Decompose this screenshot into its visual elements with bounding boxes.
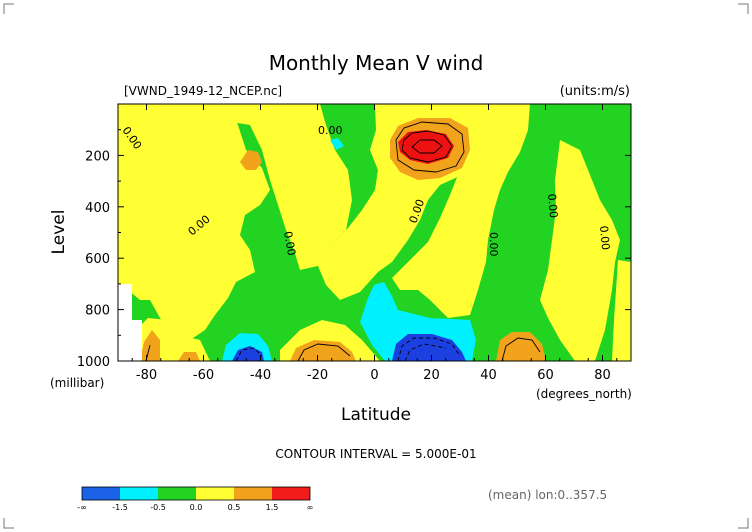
colorbar-frame [81, 486, 311, 501]
missing-data-patch-2 [132, 320, 142, 361]
y-axis: 200 400 600 800 1000 [77, 129, 631, 370]
colorbar-swatch [120, 487, 158, 500]
file-label: [VWND_1949-12_NCEP.nc] [124, 84, 282, 98]
y-tick-label: 200 [85, 149, 110, 164]
colorbar-swatch [196, 487, 234, 500]
colorbar-swatch [272, 487, 310, 500]
footer-label: (mean) lon:0..357.5 [488, 488, 607, 502]
yellow-region-north [392, 104, 530, 318]
yellow-region-north-2 [540, 140, 620, 361]
colorbar-label: -∞ [77, 503, 87, 512]
orange-region-south-surface [290, 340, 356, 361]
colorbar-swatch [82, 487, 120, 500]
x-tick-label: -20 [307, 368, 328, 383]
contour-label-7: 0.00 [545, 193, 560, 219]
missing-data-patch [118, 284, 132, 361]
colorbar-swatch [234, 487, 272, 500]
colorbar-label: 1.5 [266, 503, 279, 512]
colorbar-label: 0.5 [228, 503, 241, 512]
cyan-region-upper [330, 138, 344, 150]
yellow-region-south-2 [118, 104, 352, 270]
x-tick-label: 0 [370, 368, 378, 383]
blue-region-south-surface [232, 346, 264, 361]
contour-label-8: 0.00 [597, 225, 612, 251]
x-tick-label: 40 [480, 368, 497, 383]
x-tick-label: -60 [193, 368, 214, 383]
x-tick-label: -80 [136, 368, 157, 383]
y-units-label: (millibar) [50, 376, 104, 390]
x-tick-label: -40 [250, 368, 271, 383]
orange-region-north-surface [496, 332, 546, 361]
x-tick-label: 60 [537, 368, 554, 383]
y-tick-label: 400 [85, 201, 110, 216]
orange-region-upper-left [240, 150, 262, 170]
contour-label-4: 0.00 [281, 230, 298, 256]
yellow-region-south [118, 104, 270, 340]
colorbar-label: -1.5 [112, 503, 128, 512]
x-tick-label: 20 [423, 368, 440, 383]
contour-interval-label: CONTOUR INTERVAL = 5.000E-01 [275, 447, 476, 461]
y-tick-label: 1000 [77, 355, 110, 370]
y-axis-label: Level [49, 210, 69, 255]
contour-label-2: 0.00 [318, 124, 343, 137]
x-tick-label: 80 [594, 368, 611, 383]
units-label: (units:m/s) [560, 84, 630, 99]
chart-title: Monthly Mean V wind [269, 51, 484, 75]
plot-area: 0.00 0.00 0.00 0.00 0.00 0.00 0.00 0.00 [117, 103, 632, 362]
x-axis: -80 -60 -40 -20 0 20 40 60 80 [131, 104, 618, 383]
contour-label-6: 0.00 [487, 232, 500, 257]
yellow-region-ne-corner [612, 260, 631, 361]
y-tick-label: 800 [85, 304, 110, 319]
x-units-label: (degrees_north) [536, 387, 632, 401]
y-tick-label: 600 [85, 252, 110, 267]
colorbar-swatch [158, 487, 196, 500]
colorbar-label: -0.5 [150, 503, 166, 512]
colorbar-label: 0.0 [190, 503, 203, 512]
red-region-jet-core [398, 130, 454, 164]
orange-region-south-small [178, 352, 200, 361]
x-axis-label: Latitude [341, 405, 411, 425]
blue-region-equator [392, 334, 466, 361]
corner-marks [3, 3, 749, 529]
colorbar: -∞ -1.5 -0.5 0.0 0.5 1.5 ∞ [77, 486, 314, 512]
colorbar-label: ∞ [307, 503, 314, 512]
negative-contour-lines [235, 337, 461, 362]
